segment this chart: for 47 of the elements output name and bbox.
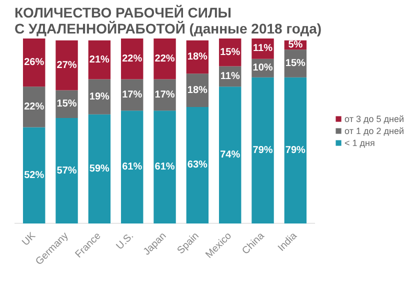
data-label: 79% xyxy=(252,144,273,156)
bar xyxy=(120,110,144,224)
data-label: 15% xyxy=(285,58,306,69)
data-label: 57% xyxy=(56,165,77,176)
data-label: 11% xyxy=(253,43,273,54)
data-label: 22% xyxy=(122,53,142,64)
data-label: 11% xyxy=(220,70,240,82)
data-label: 52% xyxy=(24,170,44,181)
bar xyxy=(154,110,176,224)
chart-title: КОЛИЧЕСТВО РАБОЧЕЙ СИЛЫ С УДАЛЕННОЙРАБОТОЙ (данные 2018 года) xyxy=(14,4,322,36)
bar xyxy=(284,77,307,224)
bar xyxy=(154,79,176,111)
bar xyxy=(56,40,78,90)
legend-label: < 1 дня xyxy=(344,138,375,148)
x-tick-label: U.S. xyxy=(114,230,136,252)
data-label: 22% xyxy=(154,53,175,64)
bar xyxy=(154,38,176,80)
bar xyxy=(56,118,78,224)
legend-label: от 1 до 2 дней xyxy=(344,126,404,136)
data-label: 59% xyxy=(89,163,110,174)
bar xyxy=(218,86,242,224)
data-label: 5% xyxy=(288,39,303,50)
data-label: 17% xyxy=(122,89,142,100)
bar xyxy=(252,77,274,224)
data-label: 10% xyxy=(252,62,273,74)
data-label: 26% xyxy=(24,57,44,68)
data-label: 61% xyxy=(122,162,142,173)
data-label: 15% xyxy=(220,46,240,58)
data-label: 79% xyxy=(285,144,306,156)
bar xyxy=(186,106,209,224)
bar xyxy=(22,86,46,128)
data-label: 18% xyxy=(187,84,208,96)
data-label: 15% xyxy=(56,98,77,110)
data-label: 17% xyxy=(154,89,175,100)
data-label: 18% xyxy=(187,52,208,62)
data-label: 27% xyxy=(56,60,77,71)
x-tick-label: UK xyxy=(20,230,38,248)
data-label: 21% xyxy=(89,54,110,66)
data-label: 63% xyxy=(187,160,208,171)
bar xyxy=(22,38,46,87)
data-label: 19% xyxy=(89,91,110,102)
data-label: 22% xyxy=(24,101,44,112)
bar xyxy=(22,127,46,224)
bar xyxy=(88,114,111,224)
legend-label: от 3 до 5 дней xyxy=(344,114,404,124)
data-label: 61% xyxy=(154,162,175,173)
data-label: 74% xyxy=(220,150,240,161)
